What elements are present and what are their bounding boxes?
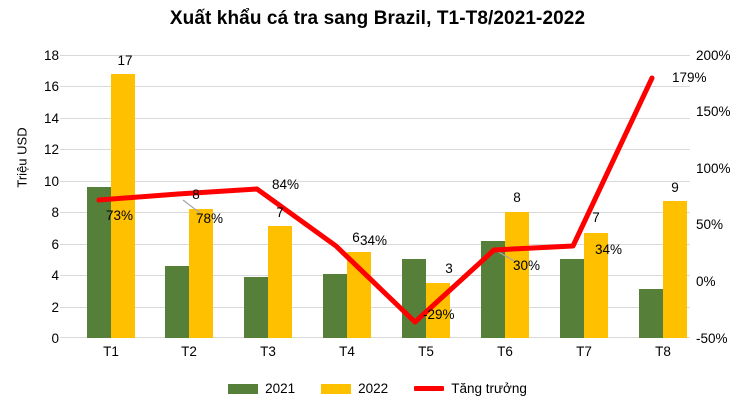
x-tick-label-T1: T1 bbox=[103, 344, 119, 359]
legend-item-2021[interactable]: 2021 bbox=[228, 382, 295, 396]
x-tick-label-T7: T7 bbox=[576, 344, 592, 359]
chart-legend: 2021 2022 Tăng trưởng bbox=[0, 382, 755, 396]
value-label-2022-T7: 7 bbox=[592, 210, 600, 225]
y-tick-label: 0 bbox=[51, 331, 59, 346]
growth-label-T5: -29% bbox=[423, 307, 455, 322]
bar-2021-T2 bbox=[165, 265, 189, 338]
bar-2022-T4 bbox=[347, 251, 371, 338]
y-tick-label: 12 bbox=[43, 142, 59, 157]
y-tick-label: 10 bbox=[43, 174, 59, 189]
legend-label-2021: 2021 bbox=[265, 381, 296, 396]
growth-label-T3: 84% bbox=[272, 177, 300, 192]
x-tick-label-T5: T5 bbox=[418, 344, 434, 359]
value-label-2022-T2: 8 bbox=[192, 187, 200, 202]
legend-swatch-growth-icon bbox=[414, 386, 445, 392]
y2-tick-label: 50% bbox=[696, 217, 724, 232]
value-label-2022-T6: 8 bbox=[513, 190, 521, 205]
bar-2022-T6 bbox=[505, 212, 529, 338]
legend-swatch-2022-icon bbox=[321, 383, 352, 394]
growth-label-T8: 179% bbox=[672, 70, 707, 85]
bar-2021-T8 bbox=[639, 289, 663, 338]
bar-2021-T3 bbox=[244, 276, 268, 338]
bar-2021-T5 bbox=[402, 259, 426, 338]
gridline bbox=[60, 149, 690, 151]
gridline bbox=[60, 180, 690, 182]
legend-item-2022[interactable]: 2022 bbox=[321, 382, 388, 396]
x-tick-label-T4: T4 bbox=[339, 344, 355, 359]
bar-2022-T3 bbox=[268, 226, 292, 338]
x-axis-line bbox=[60, 337, 690, 338]
y2-tick-label: 150% bbox=[696, 104, 731, 119]
gridline bbox=[60, 86, 690, 88]
x-tick-label-T2: T2 bbox=[181, 344, 197, 359]
growth-label-T1: 73% bbox=[106, 208, 134, 223]
value-label-2022-T8: 9 bbox=[671, 180, 679, 195]
legend-label-2022: 2022 bbox=[358, 381, 389, 396]
legend-item-growth[interactable]: Tăng trưởng bbox=[414, 382, 527, 396]
bar-2021-T7 bbox=[560, 259, 584, 338]
growth-label-T2: 78% bbox=[196, 211, 224, 226]
bar-2021-T4 bbox=[323, 273, 347, 338]
plot-area bbox=[60, 55, 690, 338]
growth-label-T7: 34% bbox=[595, 242, 623, 257]
bar-2022-T2 bbox=[189, 209, 213, 338]
y2-tick-label: 200% bbox=[696, 48, 731, 63]
chart-title: Xuất khẩu cá tra sang Brazil, T1-T8/2021… bbox=[169, 8, 586, 29]
x-tick-label-T8: T8 bbox=[655, 344, 671, 359]
bar-2022-T1 bbox=[111, 73, 135, 338]
value-label-2022-T4: 6 bbox=[352, 230, 360, 245]
x-tick-label-T3: T3 bbox=[260, 344, 276, 359]
y-tick-label: 18 bbox=[43, 48, 59, 63]
y-tick-label: 6 bbox=[51, 237, 59, 252]
value-label-2022-T1: 17 bbox=[117, 53, 133, 68]
y-tick-label: 2 bbox=[51, 300, 59, 315]
growth-label-T6: 30% bbox=[513, 258, 541, 273]
y-tick-label: 4 bbox=[51, 268, 59, 283]
bar-2022-T8 bbox=[663, 201, 687, 338]
y-tick-label: 8 bbox=[51, 205, 59, 220]
gridline bbox=[60, 117, 690, 119]
growth-label-T4: 34% bbox=[360, 233, 388, 248]
value-label-2022-T5: 3 bbox=[445, 261, 453, 276]
value-label-2022-T3: 7 bbox=[276, 205, 284, 220]
y-tick-label: 16 bbox=[43, 79, 59, 94]
bar-2021-T6 bbox=[481, 240, 505, 338]
y2-tick-label: 0% bbox=[696, 274, 716, 289]
x-tick-label-T6: T6 bbox=[497, 344, 513, 359]
y-tick-label: 14 bbox=[43, 111, 59, 126]
legend-label-growth: Tăng trưởng bbox=[451, 381, 527, 396]
legend-swatch-2021-icon bbox=[228, 383, 259, 394]
gridline bbox=[60, 55, 690, 56]
y2-tick-label: 100% bbox=[696, 161, 731, 176]
y2-tick-label: -50% bbox=[696, 331, 728, 346]
